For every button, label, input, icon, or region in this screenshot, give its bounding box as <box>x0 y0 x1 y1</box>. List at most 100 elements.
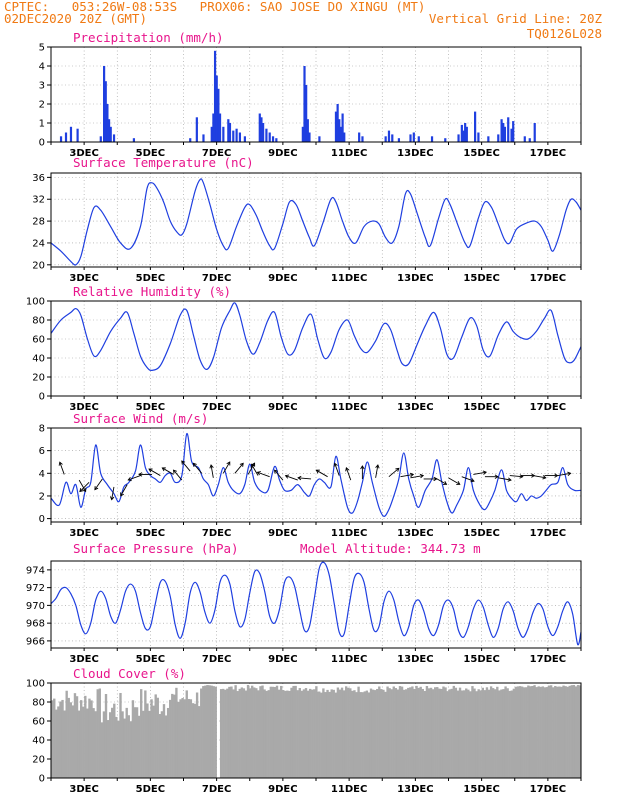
cloud-bar <box>405 689 408 778</box>
panel-title: Relative Humidity (%) <box>73 284 231 299</box>
cloud-bar <box>529 686 532 778</box>
cloud-bar <box>436 687 439 778</box>
precip-bar <box>227 119 230 142</box>
precip-bar <box>215 75 218 142</box>
x-tick-label: 3DEC <box>69 148 98 159</box>
wind-arrow-head <box>120 492 124 497</box>
cloud-bar <box>560 686 563 778</box>
precip-bar <box>212 113 215 142</box>
cloud-bar <box>267 690 270 778</box>
x-tick-label: 9DEC <box>268 784 297 795</box>
cloud-bar <box>508 690 511 778</box>
precip-bar <box>222 126 225 142</box>
cloud-bar <box>566 686 569 778</box>
cloud-bar <box>409 687 412 778</box>
precip-bar <box>500 119 503 142</box>
panel-1 <box>47 46 582 145</box>
cloud-bar <box>259 686 262 778</box>
cloud-bar <box>342 690 346 778</box>
y-tick-label: 8 <box>39 424 45 435</box>
cloud-bar <box>298 688 301 778</box>
cloud-bar <box>340 687 344 778</box>
cloud-bar <box>316 691 319 778</box>
cloud-bar <box>355 692 358 778</box>
cloud-bar <box>290 687 293 778</box>
y-tick-label: 20 <box>32 755 45 766</box>
wind-arrow-head <box>470 478 475 483</box>
cloud-bar <box>55 709 58 778</box>
cloud-bar <box>407 687 410 778</box>
cloud-bar <box>226 688 229 778</box>
precip-bar <box>523 136 526 142</box>
y-tick-label: 80 <box>32 316 45 327</box>
cloud-bar <box>338 689 342 778</box>
cloud-bar <box>336 687 340 778</box>
precip-bar <box>228 123 232 142</box>
precip-bar <box>477 132 480 142</box>
cloud-bar <box>498 690 501 778</box>
precip-bar <box>409 134 412 142</box>
cloud-bar <box>376 688 379 778</box>
y-tick-label: 100 <box>26 679 45 690</box>
cloud-bar <box>527 685 530 778</box>
x-tick-label: 11DEC <box>331 654 367 665</box>
wind-arrow-head <box>239 462 244 467</box>
wind-arrow <box>257 471 270 478</box>
cloud-bar <box>568 685 571 778</box>
x-tick-label: 7DEC <box>202 402 231 413</box>
wind-arrow-head <box>507 477 512 482</box>
cloud-bar <box>322 688 325 778</box>
cloud-bar <box>429 687 433 778</box>
cloud-bar <box>294 685 297 778</box>
wind-arrow-head <box>409 472 415 478</box>
cloud-bar <box>61 699 64 778</box>
cloud-bar <box>195 692 199 778</box>
wind-arrow <box>400 473 414 478</box>
panel-title: Surface Pressure (hPa) <box>73 541 239 556</box>
cloud-bar <box>158 714 162 778</box>
x-tick-label: 13DEC <box>397 784 433 795</box>
precip-bar <box>103 66 106 142</box>
cloud-bar <box>371 689 375 778</box>
cloud-bar <box>320 692 323 778</box>
cloud-bar <box>514 686 518 778</box>
cloud-bar <box>446 691 449 778</box>
precip-bar <box>384 136 387 142</box>
wind-arrow-head <box>58 461 63 466</box>
wind-arrow <box>162 467 174 475</box>
cloud-bar <box>496 686 499 778</box>
cloud-bar <box>452 685 456 778</box>
wind-arrow-head <box>172 469 177 474</box>
wind-arrow <box>509 475 523 478</box>
cloud-bar <box>224 689 227 778</box>
cloud-bar <box>415 685 418 778</box>
cloud-bar <box>386 686 389 778</box>
cloud-bar <box>108 712 112 778</box>
wind-arrow-head <box>79 488 84 493</box>
precip-bar <box>391 134 394 142</box>
cloud-bar <box>255 688 258 778</box>
wind-arrow <box>375 464 379 478</box>
cloud-bar <box>288 690 291 778</box>
wind-arrow <box>334 463 340 476</box>
cloud-bar <box>234 685 237 778</box>
cloud-bar <box>269 686 272 778</box>
x-tick-label: 3DEC <box>69 654 98 665</box>
cloud-bar <box>104 694 108 778</box>
wind-arrow-head <box>419 473 425 479</box>
cloud-bar <box>537 686 540 778</box>
y-tick-label: 100 <box>26 297 45 308</box>
x-tick-label: 17DEC <box>530 654 566 665</box>
cloud-bar <box>306 690 310 778</box>
wind-arrow-head <box>256 471 261 476</box>
precip-bar <box>301 126 304 142</box>
y-tick-label: 0 <box>39 392 45 403</box>
cloud-bar <box>246 684 250 778</box>
x-tick-label: 9DEC <box>268 654 297 665</box>
x-tick-label: 15DEC <box>463 528 499 539</box>
cloud-bar <box>487 689 491 778</box>
precip-bar <box>533 123 536 142</box>
cloud-bar <box>250 685 254 778</box>
wind-arrow <box>274 469 284 481</box>
cloud-bar <box>427 688 431 778</box>
